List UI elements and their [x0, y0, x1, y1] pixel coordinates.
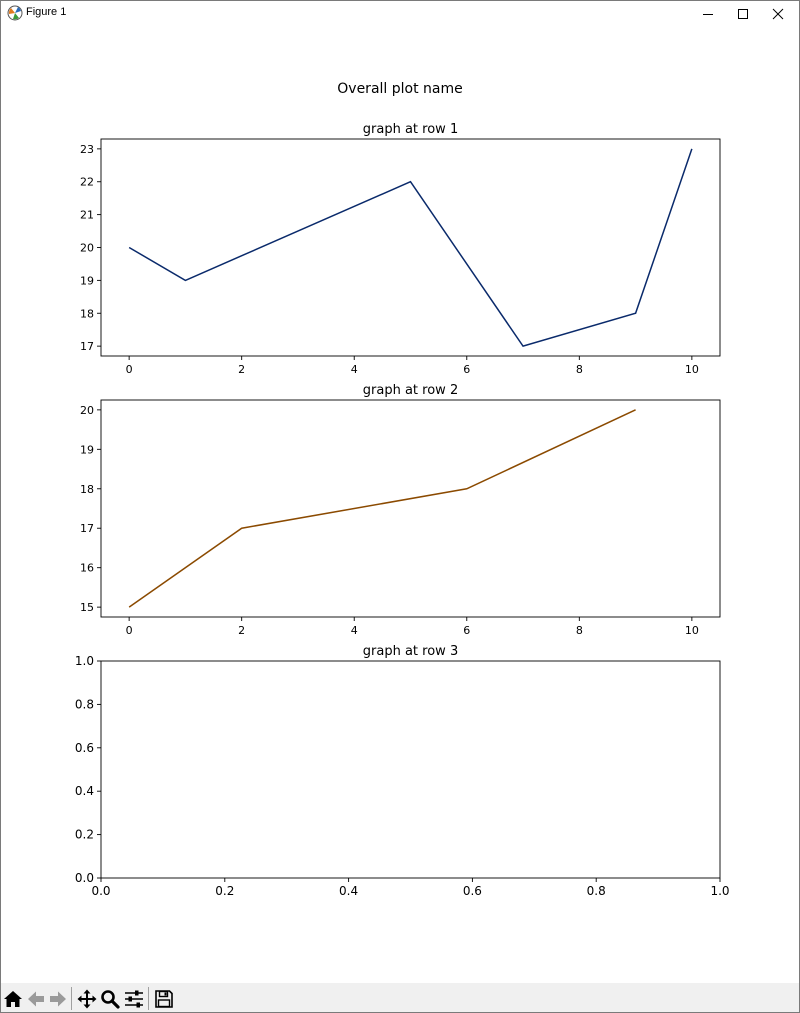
back-button[interactable] [25, 988, 47, 1010]
subplot-1-xtick-label: 6 [463, 363, 470, 376]
close-icon [772, 8, 784, 19]
arrow-left-icon [28, 991, 44, 1007]
subplot-3-ytick-label: 0.2 [75, 828, 94, 842]
subplot-2-xtick-label: 6 [463, 624, 470, 637]
navigation-toolbar [1, 983, 799, 1012]
subplot-2-xtick-label: 10 [685, 624, 699, 637]
subplot-2-ytick-label: 16 [80, 562, 94, 575]
sliders-icon [125, 990, 143, 1008]
subplot-1-xtick-label: 0 [126, 363, 133, 376]
close-button[interactable] [755, 1, 799, 26]
magnifier-icon [101, 990, 120, 1009]
matplotlib-logo-icon [7, 5, 23, 21]
subplot-1-ytick-label: 17 [80, 340, 94, 353]
subplot-3-xtick-label: 0.8 [587, 884, 606, 898]
toolbar-separator [148, 987, 149, 1010]
subplot-2-xtick-label: 4 [351, 624, 358, 637]
maximize-button[interactable] [720, 1, 766, 26]
subplot-1-ytick-label: 21 [80, 209, 94, 222]
subplot-2-series-line [128, 409, 636, 608]
subplot-3-xtick-label: 0.6 [463, 884, 482, 898]
figure-suptitle: Overall plot name [337, 81, 462, 97]
home-icon [4, 991, 22, 1007]
arrow-right-icon [50, 991, 66, 1007]
subplot-1-ytick-label: 19 [80, 274, 94, 287]
subplot-3-xtick-label: 0.0 [91, 884, 110, 898]
forward-button[interactable] [47, 988, 69, 1010]
subplot-3-ytick-label: 0.8 [75, 697, 94, 711]
save-button[interactable] [153, 988, 175, 1010]
subplot-1-xtick-label: 4 [351, 363, 358, 376]
subplot-3-ytick-label: 1.0 [75, 654, 94, 668]
maximize-icon [738, 8, 748, 19]
subplot-3-ytick-label: 0.6 [75, 741, 94, 755]
configure-subplots-button[interactable] [123, 988, 145, 1010]
subplot-1-axes-frame [100, 138, 721, 357]
subplot-2-xtick-label: 8 [576, 624, 583, 637]
subplot-3-axes-frame [100, 660, 721, 879]
subplot-1-ytick-label: 18 [80, 307, 94, 320]
subplot-1-xtick-label: 10 [685, 363, 699, 376]
subplot-3-xtick-label: 0.4 [339, 884, 358, 898]
toolbar-separator [71, 987, 72, 1010]
move-icon [77, 989, 97, 1009]
home-button[interactable] [2, 988, 24, 1010]
subplot-2-ytick-label: 18 [80, 483, 94, 496]
subplot-1-ytick-label: 23 [80, 143, 94, 156]
subplot-2-xtick-label: 2 [238, 624, 245, 637]
subplot-1-ytick-label: 20 [80, 242, 94, 255]
subplot-3-title: graph at row 3 [363, 644, 458, 659]
window-title: Figure 1 [26, 6, 67, 18]
subplot-2-title: graph at row 2 [363, 383, 458, 398]
subplot-3-xtick-label: 0.2 [215, 884, 234, 898]
figure-svg: Overall plot name graph at row 1 0 2 4 6 8 10 1… [75, 81, 730, 898]
pan-button[interactable] [76, 988, 98, 1010]
subplot-2-axes-frame [100, 399, 721, 618]
subplot-2-ytick-label: 15 [80, 601, 94, 614]
subplot-3-ytick-label: 0.0 [75, 871, 94, 885]
subplot-3-ytick-label: 0.4 [75, 784, 94, 798]
minimize-icon [703, 13, 713, 15]
subplot-1-series-line [128, 148, 693, 348]
zoom-button[interactable] [99, 988, 121, 1010]
minimize-button[interactable] [685, 1, 731, 26]
subplot-2-ytick-label: 19 [80, 443, 94, 456]
subplot-1-ytick-label: 22 [80, 176, 94, 189]
subplot-3-xtick-label: 1.0 [710, 884, 729, 898]
subplot-1-title: graph at row 1 [363, 122, 458, 137]
subplot-1-xtick-label: 2 [238, 363, 245, 376]
figure-canvas[interactable]: Overall plot name graph at row 1 0 2 4 6 8 10 1… [1, 26, 799, 983]
subplot-1-xtick-label: 8 [576, 363, 583, 376]
title-bar[interactable]: Figure 1 [1, 1, 799, 26]
subplot-2-ytick-label: 20 [80, 404, 94, 417]
floppy-disk-icon [155, 990, 173, 1008]
subplot-2-xtick-label: 0 [126, 624, 133, 637]
subplot-2-ytick-label: 17 [80, 522, 94, 535]
